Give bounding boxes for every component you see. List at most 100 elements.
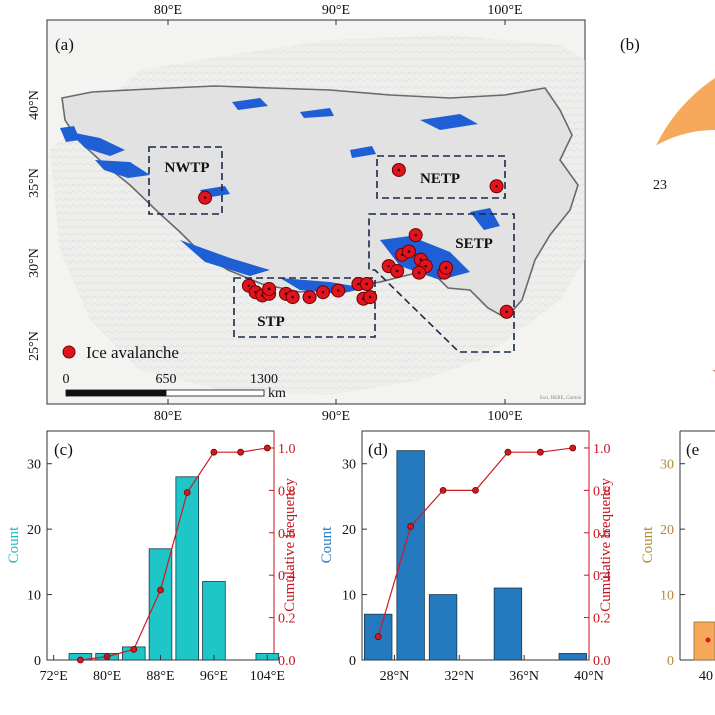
panel-d-x-ticks: 28°N 32°N 36°N 40°N	[380, 655, 604, 684]
panel-d-y2label: Cumulative frequency	[598, 478, 614, 612]
map-x-tick-top: 100°E	[487, 3, 522, 18]
y-tick-label: 20	[660, 523, 674, 538]
map-attribution: Esri, HERE, Garmin	[540, 396, 582, 401]
y-tick-label: 20	[27, 523, 41, 538]
y-tick-label: 30	[660, 458, 674, 473]
histogram-latitude-panel: (d) Count Cumulative frequency 0 10 20 30 0…	[319, 430, 614, 684]
panel-d-bars	[364, 450, 587, 661]
region-label-nwtp: NWTP	[165, 160, 210, 176]
avalanche-marker-center	[397, 168, 401, 172]
x-tick-label: 32°N	[444, 669, 474, 684]
y2-tick-label: 0.8	[593, 484, 611, 499]
stp-box	[233, 277, 376, 338]
avalanche-marker-center	[357, 282, 360, 286]
map-y-tick: 30°N	[27, 248, 42, 278]
cumulative-point	[157, 586, 164, 594]
legend-avalanche-marker	[62, 345, 76, 359]
map-panel: NWTP NETP SETP STP (a) 80°E 90°E 100°E 8…	[27, 3, 586, 424]
panel-d-ylabel: Count	[319, 526, 335, 564]
cumulative-point	[439, 486, 447, 494]
x-tick-label: 28°N	[380, 669, 410, 684]
scale-tick-1300: 1300	[250, 372, 278, 387]
legend-avalanche-label: Ice avalanche	[86, 343, 179, 362]
avalanche-marker-center	[414, 233, 417, 237]
donut-panel-label: (b)	[620, 35, 640, 54]
cumulative-point	[183, 489, 191, 496]
histogram-bar	[364, 613, 393, 661]
y2-tick-label: 1.0	[278, 442, 296, 457]
panel-c-cumulative-line	[76, 444, 271, 664]
panel-e-cumulative-point	[705, 637, 711, 643]
avalanche-markers	[198, 162, 514, 319]
setp-box	[368, 213, 515, 353]
y2-tick-label: 0.2	[278, 612, 296, 627]
panel-c-label: (c)	[54, 440, 73, 459]
cumulative-point	[569, 444, 577, 452]
y2-tick-label: 0.0	[593, 654, 611, 669]
cumulative-point	[76, 656, 84, 664]
panel-e-x-tick: 40	[699, 669, 713, 684]
panel-e-y-ticks: 0 10 20 30	[660, 458, 685, 669]
panel-d-label: (d)	[368, 440, 388, 459]
y-tick-label: 10	[27, 589, 41, 604]
donut-hole	[595, 130, 715, 370]
avalanche-marker-center	[308, 295, 311, 299]
map-y-tick: 25°N	[27, 331, 42, 361]
histogram-bar	[148, 548, 173, 661]
avalanche-marker-center	[247, 284, 251, 287]
panel-c-bars	[68, 476, 280, 661]
map-x-tick-top: 90°E	[322, 3, 350, 18]
histogram-bar	[175, 476, 199, 661]
avalanche-marker-center	[387, 264, 391, 268]
netp-box	[376, 155, 506, 199]
y-tick-label: 10	[342, 589, 356, 604]
x-tick-label: 80°E	[93, 669, 121, 684]
y-tick-label: 20	[342, 523, 356, 538]
panel-d-cumulative-line	[374, 444, 577, 641]
panel-c-y2label: Cumulative frequency	[282, 478, 298, 612]
cumulative-point	[237, 448, 245, 456]
cumulative-point	[210, 448, 218, 456]
avalanche-marker-center	[321, 290, 325, 294]
avalanche-marker-center	[203, 196, 207, 199]
avalanche-marker-center	[395, 269, 399, 273]
map-x-tick-bottom: 100°E	[487, 409, 522, 424]
nwtp-box	[148, 146, 223, 215]
x-tick-label: 72°E	[40, 669, 68, 684]
y-tick-label: 0	[667, 654, 674, 669]
histogram-bar	[558, 653, 587, 661]
donut-panel: (b) 23	[595, 35, 715, 372]
scale-tick-650: 650	[156, 372, 177, 387]
map-y-ticks: 40°N 35°N 30°N 25°N	[27, 90, 42, 361]
cumulative-frequency-line	[80, 447, 268, 661]
region-boxes	[148, 146, 515, 353]
cumulative-point	[374, 633, 382, 641]
map-panel-label: (a)	[55, 35, 74, 54]
y-tick-label: 30	[342, 458, 356, 473]
avalanche-marker-center	[368, 295, 372, 299]
y2-tick-label: 1.0	[593, 442, 611, 457]
x-tick-label: 88°E	[146, 669, 174, 684]
y-tick-label: 30	[27, 458, 41, 473]
map-x-tick-bottom: 90°E	[322, 409, 350, 424]
cumulative-point	[472, 486, 479, 494]
panel-d-y2-ticks: 0.0 0.2 0.4 0.6 0.8 1.0	[584, 431, 611, 669]
avalanche-marker-center	[495, 184, 498, 188]
x-tick-label: 96°E	[200, 669, 228, 684]
avalanche-marker-center	[505, 310, 508, 314]
avalanche-marker-center	[424, 264, 428, 268]
y-tick-label: 0	[349, 654, 356, 669]
scale-unit: km	[268, 386, 286, 401]
avalanche-marker-center	[291, 295, 294, 299]
avalanche-marker-center	[419, 258, 423, 261]
y2-tick-label: 0.2	[593, 612, 611, 627]
avalanche-marker-center	[267, 287, 271, 291]
cumulative-point	[407, 523, 415, 530]
x-tick-label: 36°N	[509, 669, 539, 684]
histogram-bar	[202, 581, 226, 661]
panel-c-x-ticks: 72°E 80°E 88°E 96°E 104°E	[40, 655, 285, 684]
panel-e-ylabel: Count	[640, 526, 656, 564]
panel-d-frame	[361, 430, 590, 661]
map-y-tick: 35°N	[27, 168, 42, 198]
